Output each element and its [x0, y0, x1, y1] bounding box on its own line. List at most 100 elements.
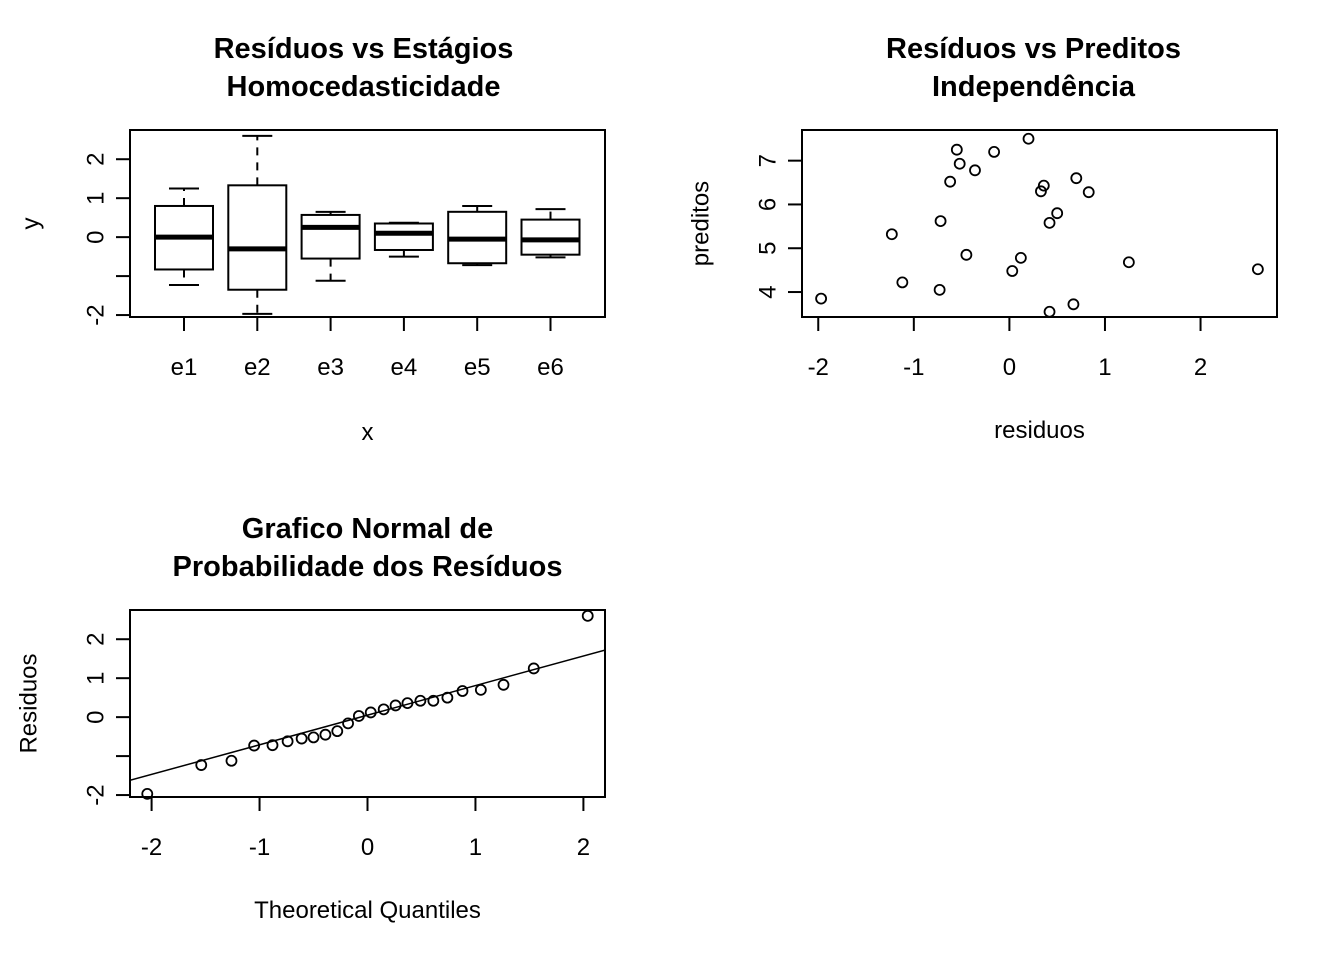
box-e6: [520, 208, 581, 259]
y-tick-label: 5: [754, 242, 781, 255]
y-tick-label: 1: [82, 191, 109, 204]
data-point: [1043, 216, 1056, 229]
y-tick-label: 6: [754, 198, 781, 211]
data-point: [474, 683, 487, 696]
x-tick-label: 1: [469, 834, 482, 861]
box-iqr: [520, 218, 581, 256]
x-tick-label: e1: [171, 354, 198, 381]
chart-title-line-2: Homocedasticidade: [227, 71, 501, 103]
x-tick-label: e3: [317, 354, 344, 381]
y-axis-label: preditos: [687, 181, 714, 266]
data-point: [933, 283, 946, 296]
y-tick-label: 0: [82, 710, 109, 723]
data-point: [389, 699, 402, 712]
data-point: [141, 787, 154, 800]
data-point: [352, 710, 365, 722]
data-point: [281, 735, 294, 748]
plot-frame: [129, 129, 606, 318]
y-tick-label: 2: [82, 633, 109, 646]
data-point: [319, 728, 332, 741]
plot-frame: [801, 129, 1278, 318]
data-point: [266, 739, 279, 752]
x-tick-label: 2: [1194, 354, 1207, 381]
data-point: [1022, 132, 1035, 145]
data-point: [1051, 207, 1064, 220]
data-point: [815, 292, 828, 305]
box-e3: [300, 210, 361, 282]
y-tick-label: -2: [82, 304, 109, 325]
data-point: [441, 691, 454, 704]
panel-3: Grafico Normal de Probabilidade dos Resíd…: [15, 513, 606, 924]
y-tick-label: 0: [82, 230, 109, 243]
data-point: [1122, 256, 1135, 269]
box-e2: [227, 134, 288, 315]
data-point: [1251, 263, 1264, 276]
x-tick-label: -1: [249, 834, 270, 861]
y-tick-label: -2: [82, 784, 109, 805]
x-tick-label: e4: [391, 354, 418, 381]
x-tick-label: e5: [464, 354, 491, 381]
chart-title-line-1: Resíduos vs Preditos: [886, 33, 1181, 65]
y-tick-label: 2: [82, 153, 109, 166]
data-point: [342, 717, 354, 730]
data-point: [1067, 298, 1080, 311]
chart-title-line-1: Grafico Normal de: [242, 513, 493, 545]
y-tick-label: 7: [754, 154, 781, 167]
data-point: [944, 175, 957, 188]
chart-title-line-1: Resíduos vs Estágios: [214, 33, 514, 65]
data-point: [1006, 265, 1019, 277]
data-point: [988, 145, 1001, 158]
x-axis-label: Theoretical Quantiles: [254, 897, 481, 924]
data-point: [456, 685, 469, 697]
data-point: [195, 759, 208, 771]
plot-frame: [129, 609, 606, 798]
data-point: [307, 731, 320, 744]
data-point: [1070, 172, 1083, 185]
x-tick-label: -2: [808, 354, 829, 381]
x-tick-label: 1: [1098, 354, 1111, 381]
panel-1: Resíduos vs Estágios Homocedasticidade -2 0…: [17, 33, 606, 446]
data-point: [527, 662, 540, 675]
data-point: [1082, 186, 1095, 199]
data-point: [225, 754, 238, 767]
x-tick-label: 0: [361, 834, 374, 861]
qq-reference-line: [130, 649, 605, 782]
y-tick-label: 1: [82, 671, 109, 684]
data-point: [401, 697, 414, 710]
x-axis-label: x: [362, 419, 374, 446]
box-iqr: [300, 213, 361, 260]
box-e4: [373, 221, 434, 258]
x-tick-label: -1: [903, 354, 924, 381]
y-tick-label: 4: [754, 285, 781, 298]
x-tick-label: 2: [577, 834, 590, 861]
x-axis-label: residuos: [994, 417, 1085, 444]
data-point: [581, 609, 594, 622]
x-tick-label: -2: [141, 834, 162, 861]
x-tick-label: e2: [244, 354, 271, 381]
data-point: [1014, 251, 1027, 264]
box-iqr: [373, 222, 434, 251]
data-point: [950, 143, 963, 156]
y-axis-label: y: [17, 218, 44, 230]
data-point: [896, 276, 909, 289]
data-point: [934, 215, 947, 227]
box-iqr: [227, 184, 288, 291]
data-point: [1043, 305, 1056, 318]
panel-2: Resíduos vs Preditos Independência 4 5 6 7 pre…: [687, 33, 1278, 444]
data-point: [1035, 185, 1047, 198]
data-point: [248, 739, 261, 752]
data-point: [364, 706, 377, 719]
x-tick-label: e6: [537, 354, 564, 381]
chart-title-line-2: Probabilidade dos Resíduos: [173, 551, 563, 583]
y-axis-label: Residuos: [15, 653, 42, 753]
data-point: [953, 157, 966, 170]
data-point: [1037, 179, 1050, 192]
data-point: [497, 678, 510, 691]
data-point: [414, 694, 427, 707]
data-point: [960, 248, 973, 261]
chart-title-line-2: Independência: [932, 71, 1136, 103]
x-tick-label: 0: [1003, 354, 1016, 381]
data-point: [427, 694, 440, 707]
box-e1: [154, 187, 214, 287]
